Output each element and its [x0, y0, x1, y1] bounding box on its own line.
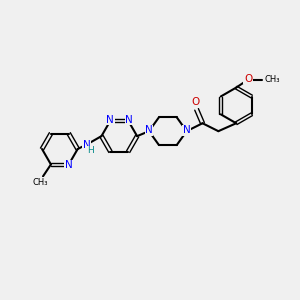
Text: O: O: [191, 98, 200, 107]
Text: H: H: [87, 146, 94, 155]
Text: N: N: [183, 125, 190, 135]
Text: CH₃: CH₃: [265, 75, 280, 84]
Text: N: N: [65, 160, 73, 170]
Text: CH₃: CH₃: [32, 178, 48, 187]
Text: N: N: [83, 140, 91, 150]
Text: N: N: [106, 115, 114, 125]
Text: N: N: [125, 115, 133, 125]
Text: O: O: [244, 74, 252, 84]
Text: N: N: [145, 125, 153, 135]
